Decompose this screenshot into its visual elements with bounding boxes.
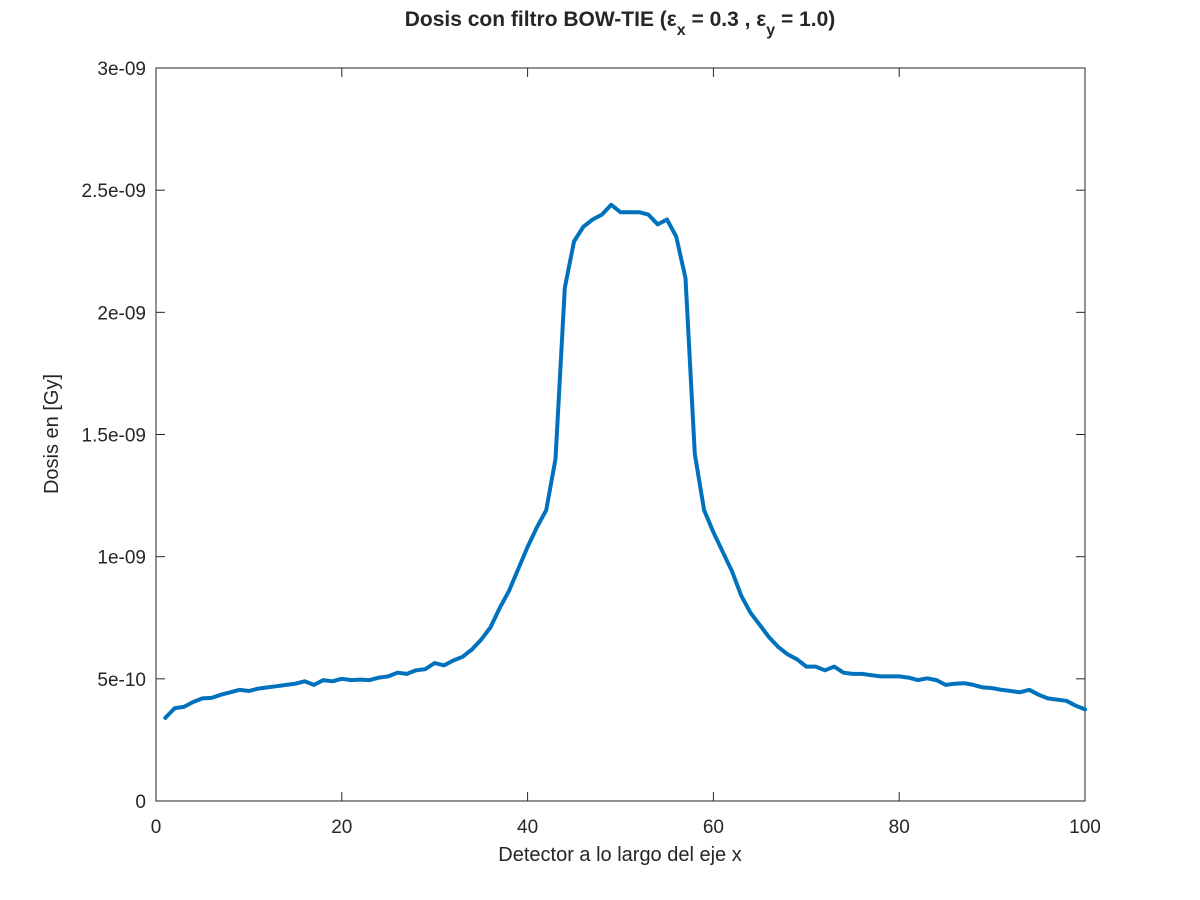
title-suffix: = 1.0) xyxy=(775,8,835,31)
title-prefix: Dosis con filtro BOW-TIE ( xyxy=(405,8,667,31)
x-tick-label: 80 xyxy=(889,817,910,838)
title-middle: = 0.3 , xyxy=(686,8,757,31)
y-tick-label: 2e-09 xyxy=(97,303,146,324)
y-axis-label: Dosis en [Gy] xyxy=(41,374,63,494)
x-tick-label: 60 xyxy=(703,817,724,838)
axes-box xyxy=(155,67,1086,802)
title-subscript-x: x xyxy=(677,22,686,39)
y-tick-label: 0 xyxy=(135,792,146,813)
x-axis-label: Detector a lo largo del eje x xyxy=(498,844,741,866)
series-line xyxy=(163,202,1087,720)
plot-area: 0 20 40 60 80 100 0 5e-10 1e-09 1.5e-09 2e-09 2.5e-… xyxy=(82,59,1101,838)
x-tick-label: 0 xyxy=(151,817,162,838)
chart-title: Dosis con filtro BOW-TIE (εx = 0.3 , εy … xyxy=(405,8,836,39)
y-tick-label: 1e-09 xyxy=(97,548,146,569)
y-tick-label: 1.5e-09 xyxy=(82,426,146,447)
y-tick-label: 5e-10 xyxy=(97,670,146,691)
title-epsilon-x: ε xyxy=(667,8,677,31)
y-tick-label: 2.5e-09 xyxy=(82,181,146,202)
title-epsilon-y: ε xyxy=(756,8,766,31)
x-tick-label: 40 xyxy=(517,817,538,838)
x-tick-label: 100 xyxy=(1069,817,1101,838)
title-subscript-y: y xyxy=(766,22,775,39)
y-tick-label: 3e-09 xyxy=(97,59,146,80)
x-tick-label: 20 xyxy=(331,817,352,838)
